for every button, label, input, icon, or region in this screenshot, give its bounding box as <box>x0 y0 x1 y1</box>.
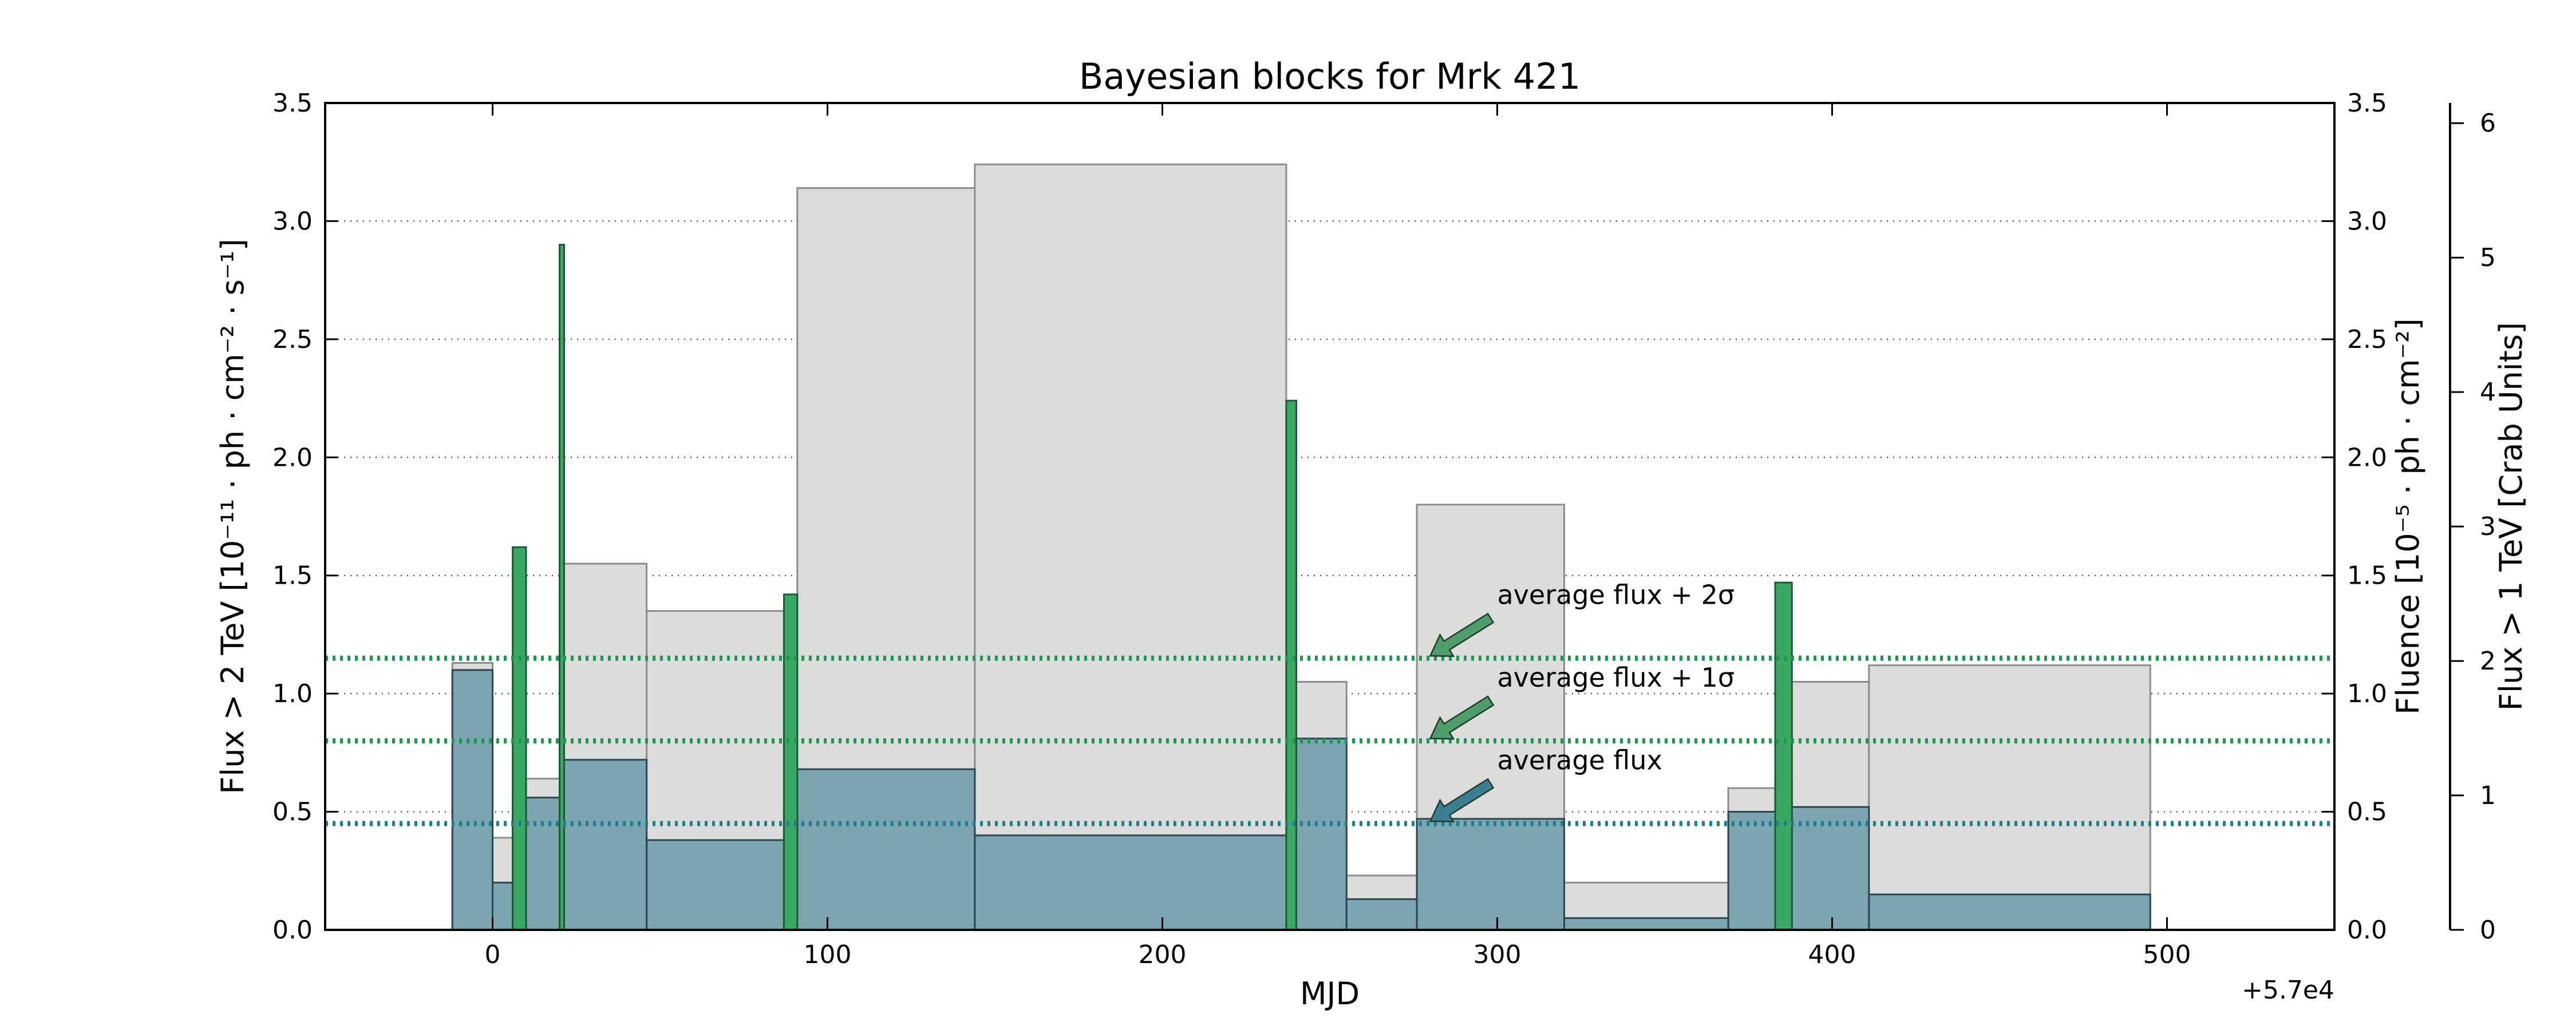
flux-block <box>1416 818 1566 931</box>
y-tick-label-left: 2.5 <box>272 325 313 354</box>
y-tick-label-fluence: 3.0 <box>2347 207 2387 236</box>
crab-tick-label: 3 <box>2480 512 2496 541</box>
flare-bar <box>1285 399 1297 931</box>
x-tick-label: 300 <box>1473 940 1522 969</box>
y-tick-label-left: 0.5 <box>272 798 313 827</box>
x-tick-label: 500 <box>2143 940 2191 969</box>
flux-block <box>1791 806 1870 931</box>
annotation-arrow <box>1429 778 1495 822</box>
flux-block <box>562 759 648 931</box>
y-tick-label-left: 2.0 <box>272 443 313 472</box>
y-tick-label-fluence: 1.5 <box>2347 561 2387 591</box>
annotation-label: average flux + 1σ <box>1498 662 1735 693</box>
x-tick-label: 200 <box>1139 940 1187 969</box>
y-tick-label-fluence: 0.0 <box>2347 916 2387 945</box>
flux-blocks <box>451 244 2151 931</box>
reference-lines <box>325 655 2334 826</box>
annotation-arrow <box>1429 612 1495 657</box>
x-axis-label: MJD <box>1300 976 1360 1012</box>
x-tick-label: 100 <box>804 940 852 969</box>
flare-bar <box>559 244 565 931</box>
crab-tick-label: 5 <box>2480 243 2496 272</box>
crab-tick-label: 4 <box>2480 378 2496 407</box>
y-tick-label-left: 3.5 <box>272 89 313 118</box>
plot-frame <box>324 102 2336 931</box>
y-axis-label-left: Flux > 2 TeV [10⁻¹¹ · ph · cm⁻² · s⁻¹] <box>215 239 251 794</box>
annotations: average flux + 2σ average flux + 1σ averag… <box>1429 579 1735 822</box>
flux-block <box>451 669 493 931</box>
flux-block <box>646 839 785 931</box>
flux-block <box>974 834 1287 931</box>
crab-tick-label: 6 <box>2480 109 2496 138</box>
y-axis-label-fluence: Fluence [10⁻⁵ · ph · cm⁻²] <box>2390 318 2426 715</box>
crab-tick-label: 2 <box>2480 647 2496 676</box>
flare-bar <box>1774 581 1793 931</box>
y-tick-label-fluence: 2.5 <box>2347 325 2387 354</box>
flux-block <box>1345 898 1418 931</box>
crab-tick-label: 0 <box>2480 916 2496 945</box>
y-tick-label-left: 0.0 <box>272 916 313 945</box>
y-tick-label-fluence: 2.0 <box>2347 443 2387 472</box>
flux-block <box>1727 811 1776 931</box>
y-tick-label-fluence: 0.5 <box>2347 798 2387 827</box>
annotation-label: average flux <box>1498 744 1662 775</box>
chart-title: Bayesian blocks for Mrk 421 <box>1079 56 1581 97</box>
annotation-label: average flux + 2σ <box>1498 579 1735 610</box>
crab-tick-label: 1 <box>2480 781 2496 810</box>
flux-block <box>492 881 514 931</box>
flux-block <box>1563 917 1729 931</box>
flare-bar <box>783 593 799 931</box>
axes: 0 100 200 300 400 500 0.0 0.0 0.5 0.5 1.0 1.0 1.5 1.5… <box>272 89 2496 969</box>
y-tick-label-left: 3.0 <box>272 207 313 236</box>
y-tick-label-fluence: 1.0 <box>2347 679 2387 708</box>
flux-block <box>1868 893 2151 931</box>
y-axis-label-crab: Flux > 1 TeV [Crab Units] <box>2493 322 2529 711</box>
x-tick-label: 400 <box>1808 940 1856 969</box>
y-tick-label-left: 1.0 <box>272 679 313 708</box>
annotation-arrow <box>1429 695 1495 740</box>
flux-block <box>1295 738 1348 931</box>
flux-block <box>796 768 976 931</box>
x-axis-offset-label: +5.7e4 <box>2242 976 2334 1005</box>
y-tick-label-left: 1.5 <box>272 561 313 591</box>
y-tick-label-fluence: 3.5 <box>2347 89 2387 118</box>
fluence-block <box>974 163 1287 931</box>
x-tick-label: 0 <box>485 940 501 969</box>
fluence-block <box>1868 664 2151 931</box>
